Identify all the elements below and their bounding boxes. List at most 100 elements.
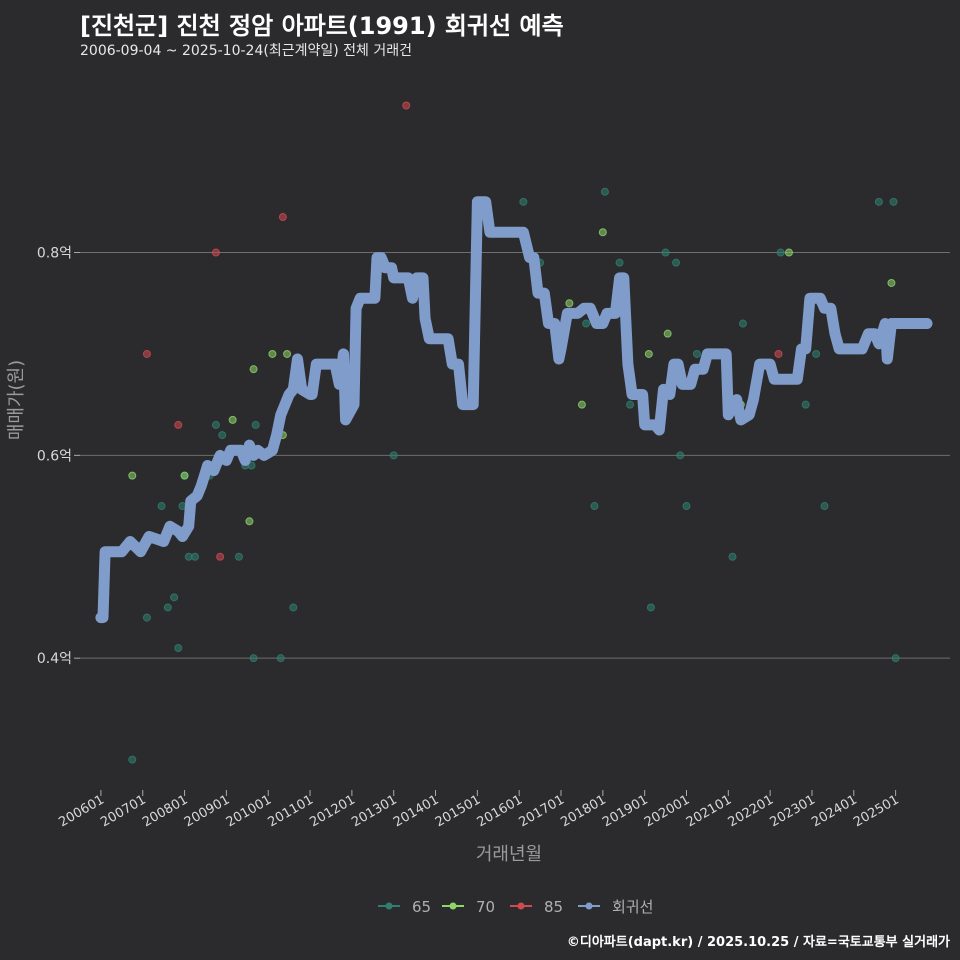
point-65 [672, 258, 681, 267]
x-tick-label: 201301 [349, 792, 399, 830]
x-tick-label: 201001 [224, 792, 274, 830]
regression-layer [95, 196, 933, 624]
x-tick-label: 202301 [767, 792, 817, 830]
point-65 [812, 349, 821, 358]
x-tick-label: 201401 [391, 792, 441, 830]
point-70 [128, 471, 137, 480]
point-65 [191, 552, 200, 561]
point-65 [646, 603, 655, 612]
point-85 [402, 101, 411, 110]
point-65 [728, 552, 737, 561]
point-85 [774, 349, 783, 358]
x-tick-label: 201601 [475, 792, 525, 830]
x-tick-label: 201501 [433, 792, 483, 830]
point-65 [682, 502, 691, 511]
legend: 65 70 85 회귀선 [378, 898, 653, 916]
point-65 [218, 431, 227, 440]
point-65 [276, 654, 285, 663]
point-65 [157, 502, 166, 511]
x-axis-label: 거래년월 [476, 844, 542, 865]
point-70 [644, 349, 653, 358]
point-65 [249, 654, 258, 663]
point-65 [692, 349, 701, 358]
point-65 [874, 197, 883, 206]
point-70 [565, 299, 574, 308]
point-65 [590, 502, 599, 511]
point-65 [676, 451, 685, 460]
x-tick-label: 201901 [600, 792, 650, 830]
point-65 [289, 603, 298, 612]
x-tick-label: 201201 [307, 792, 357, 830]
source-footer: ©디아파트(dapt.kr) / 2025.10.25 / 자료=국토교통부 실… [566, 935, 950, 950]
point-65 [128, 755, 137, 764]
x-tick-label: 201701 [517, 792, 567, 830]
point-70 [598, 228, 607, 237]
point-65 [174, 644, 183, 653]
x-tick-label: 202401 [809, 792, 859, 830]
point-65 [163, 603, 172, 612]
x-tick-label: 200801 [140, 792, 190, 830]
y-tick-label: 0.4억 [37, 651, 72, 667]
point-85 [278, 213, 287, 222]
point-85 [211, 248, 220, 257]
point-85 [142, 349, 151, 358]
point-65 [776, 248, 785, 257]
x-tick-label: 202101 [684, 792, 734, 830]
point-65 [582, 319, 591, 328]
x-tick-label: 202501 [851, 792, 901, 830]
point-70 [577, 400, 586, 409]
point-70 [887, 278, 896, 287]
point-70 [283, 349, 292, 358]
point-65 [251, 420, 260, 429]
point-70 [245, 517, 254, 526]
chart-subtitle: 2006-09-04 ~ 2025-10-24(최근계약일) 전체 거래건 [80, 43, 412, 59]
point-65 [142, 613, 151, 622]
point-65 [170, 593, 179, 602]
x-tick-label: 201801 [558, 792, 608, 830]
point-85 [174, 420, 183, 429]
point-70 [663, 329, 672, 338]
point-65 [889, 197, 898, 206]
point-70 [180, 471, 189, 480]
legend-label: 70 [476, 898, 495, 916]
legend-key-dot [385, 902, 393, 910]
point-65 [801, 400, 810, 409]
point-65 [820, 502, 829, 511]
point-65 [891, 654, 900, 663]
point-65 [211, 420, 220, 429]
point-70 [228, 415, 237, 424]
point-65 [661, 248, 670, 257]
point-85 [216, 552, 225, 561]
x-tick-label: 200701 [98, 792, 148, 830]
y-tick-label: 0.6억 [37, 448, 72, 464]
legend-label: 65 [412, 898, 431, 916]
point-65 [626, 400, 635, 409]
points-layer [128, 101, 900, 764]
legend-label: 85 [544, 898, 563, 916]
point-70 [268, 349, 277, 358]
point-65 [519, 197, 528, 206]
legend-key-dot [449, 902, 457, 910]
grid-layer [80, 252, 950, 659]
point-65 [615, 258, 624, 267]
x-tick-label: 202201 [726, 792, 776, 830]
y-axis-label: 매매가(원) [6, 360, 27, 440]
x-tick-label: 200901 [182, 792, 232, 830]
point-65 [247, 461, 256, 470]
x-tick-label: 200601 [56, 792, 106, 830]
legend-key-dot [517, 902, 525, 910]
x-tick-label: 201101 [266, 792, 316, 830]
legend-key-dot [585, 902, 593, 910]
x-tick-label: 202001 [642, 792, 692, 830]
point-65 [234, 552, 243, 561]
point-65 [389, 451, 398, 460]
point-70 [784, 248, 793, 257]
point-65 [738, 319, 747, 328]
point-70 [249, 365, 258, 374]
y-tick-label: 0.8억 [37, 246, 72, 262]
chart-title: [진천군] 진천 정암 아파트(1991) 회귀선 예측 [80, 12, 564, 40]
legend-label: 회귀선 [612, 898, 653, 916]
regression-line [95, 196, 933, 624]
point-65 [600, 187, 609, 196]
